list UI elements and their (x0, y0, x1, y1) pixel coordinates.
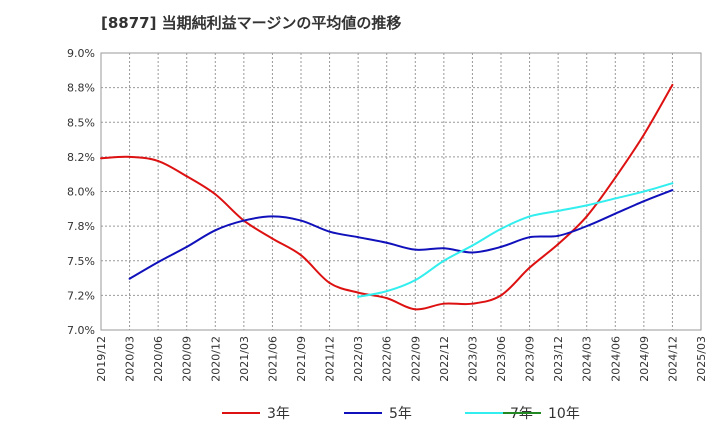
data-point (357, 295, 360, 298)
legend-label: 3年 (267, 406, 290, 422)
data-point (128, 155, 131, 158)
data-point (614, 212, 617, 215)
x-tick-label: 2023/06 (495, 336, 508, 382)
data-point (185, 245, 188, 248)
data-point (671, 189, 674, 192)
data-point (642, 133, 645, 136)
data-point (414, 308, 417, 311)
data-point (442, 259, 445, 262)
x-tick-label: 2023/09 (524, 336, 537, 382)
data-point (442, 302, 445, 305)
y-tick-label: 7.2% (67, 289, 95, 302)
data-point (642, 200, 645, 203)
x-tick-label: 2024/06 (609, 336, 622, 382)
data-point (528, 266, 531, 269)
x-tick-label: 2022/12 (438, 336, 451, 382)
data-point (414, 279, 417, 282)
data-point (414, 248, 417, 251)
x-tick-label: 2024/09 (638, 336, 651, 382)
x-tick-label: 2020/03 (124, 336, 137, 382)
data-point (671, 83, 674, 86)
data-point (385, 290, 388, 293)
data-point (300, 219, 302, 222)
data-point (471, 302, 474, 305)
data-point (500, 227, 502, 230)
y-tick-label: 7.0% (67, 324, 95, 337)
x-tick-label: 2024/03 (581, 336, 594, 382)
data-point (471, 244, 474, 247)
data-point (471, 251, 474, 254)
data-point (442, 247, 445, 250)
data-point (328, 230, 331, 233)
y-tick-label: 8.5% (67, 116, 95, 129)
data-point (557, 234, 560, 237)
x-tick-label: 2020/06 (152, 336, 165, 382)
data-point (671, 182, 674, 185)
data-point (242, 219, 245, 222)
data-point (528, 215, 531, 218)
x-tick-label: 2025/03 (695, 336, 708, 382)
data-point (585, 204, 588, 207)
data-point (357, 291, 360, 294)
y-tick-label: 9.0% (67, 47, 95, 60)
data-point (557, 209, 560, 212)
data-point (271, 237, 274, 240)
data-point (157, 261, 160, 264)
x-tick-label: 2019/12 (95, 336, 108, 382)
x-tick-label: 2021/03 (238, 336, 251, 382)
data-point (500, 245, 502, 248)
data-point (528, 236, 531, 239)
series-line-1 (129, 189, 673, 280)
y-tick-label: 7.8% (67, 220, 95, 233)
chart-title: [8877] 当期純利益マージンの平均値の推移 (101, 14, 402, 32)
data-point (271, 215, 274, 218)
data-point (585, 225, 588, 228)
data-point (214, 229, 217, 232)
x-tick-label: 2021/12 (324, 336, 337, 382)
data-point (100, 157, 102, 160)
data-point (614, 176, 617, 179)
x-tick-label: 2022/09 (409, 336, 422, 382)
data-point (385, 297, 388, 300)
data-point (328, 281, 331, 284)
data-point (185, 175, 188, 178)
x-tick-label: 2020/12 (209, 336, 222, 382)
data-point (500, 294, 502, 297)
x-tick-label: 2021/06 (266, 336, 279, 382)
y-tick-label: 8.2% (67, 151, 95, 164)
data-point (128, 277, 131, 280)
data-point (385, 241, 388, 244)
data-point (300, 254, 302, 257)
y-tick-label: 7.5% (67, 255, 95, 268)
x-tick-label: 2024/12 (666, 336, 679, 382)
data-point (357, 236, 360, 239)
data-point (585, 215, 588, 218)
x-tick-label: 2021/09 (295, 336, 308, 382)
legend-label: 10年 (548, 406, 580, 422)
y-tick-label: 8.8% (67, 82, 95, 95)
plot-frame (100, 52, 702, 331)
series-line-2 (357, 182, 673, 298)
legend-label: 5年 (389, 406, 412, 422)
x-tick-label: 2020/09 (181, 336, 194, 382)
data-point (557, 243, 560, 246)
data-point (214, 193, 217, 196)
y-tick-label: 8.0% (67, 186, 95, 199)
data-point (642, 190, 645, 193)
data-point (157, 160, 160, 163)
x-tick-label: 2022/06 (381, 336, 394, 382)
x-tick-label: 2022/03 (352, 336, 365, 382)
x-tick-label: 2023/12 (552, 336, 565, 382)
data-point (614, 197, 617, 200)
x-tick-label: 2023/03 (466, 336, 479, 382)
